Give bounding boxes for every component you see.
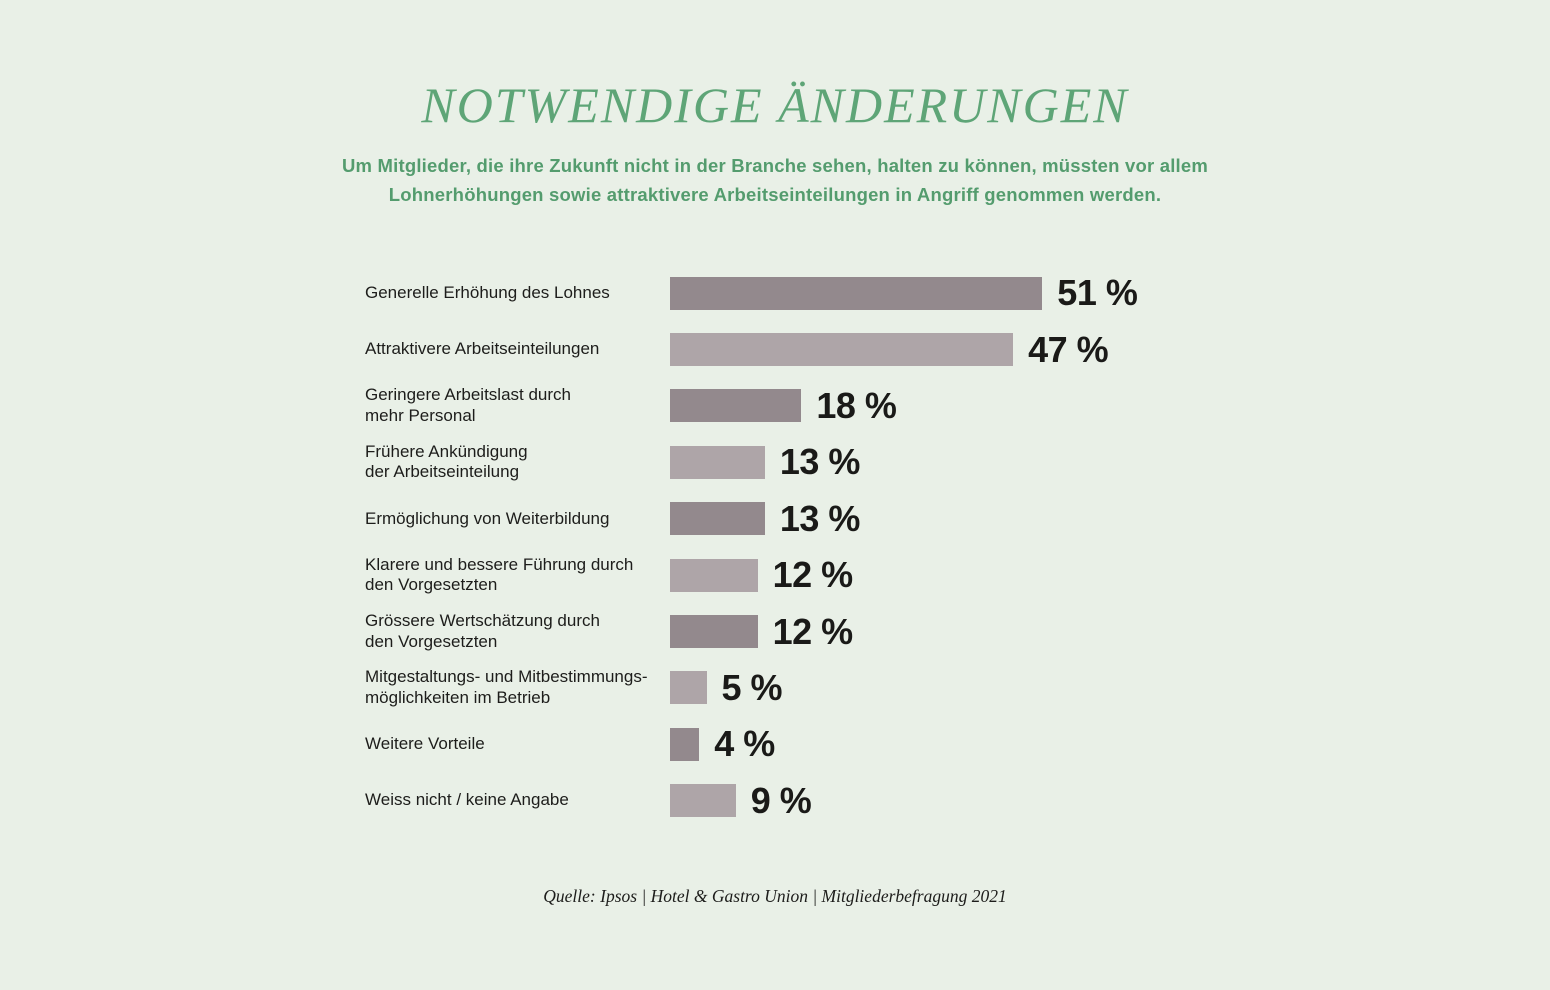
bar bbox=[670, 784, 736, 818]
category-label: Generelle Erhöhung des Lohnes bbox=[365, 282, 610, 302]
category-label: Weitere Vorteile bbox=[365, 734, 485, 754]
category-label: Ermöglichung von Weiterbildung bbox=[365, 508, 610, 528]
chart-row: Attraktivere Arbeitseinteilungen 47 % bbox=[365, 321, 1465, 377]
bar bbox=[670, 502, 765, 536]
value-label: 47 % bbox=[1028, 328, 1109, 370]
page-title: NOTWENDIGE ÄNDERUNGEN bbox=[421, 77, 1129, 133]
chart-row: Grössere Wertschätzung durch den Vorgese… bbox=[365, 603, 1465, 659]
value-label: 5 % bbox=[721, 666, 783, 708]
category-label: Weiss nicht / keine Angabe bbox=[365, 790, 569, 810]
bar bbox=[670, 389, 802, 423]
chart-row: Ermöglichung von Weiterbildung 13 % bbox=[365, 491, 1465, 547]
source-caption: Quelle: Ipsos | Hotel & Gastro Union | M… bbox=[543, 886, 1007, 906]
value-label: 4 % bbox=[714, 723, 775, 765]
bar-chart: Generelle Erhöhung des Lohnes 51 % Attrakt… bbox=[365, 265, 1465, 829]
value-label: 9 % bbox=[750, 779, 812, 821]
subtitle: Um Mitglieder, die ihre Zukunft nicht in… bbox=[341, 155, 1209, 205]
category-label: Attraktivere Arbeitseinteilungen bbox=[365, 339, 600, 359]
bar bbox=[670, 276, 1043, 310]
chart-row: Weitere Vorteile 4 % bbox=[365, 716, 1465, 772]
chart-row: Klarere und bessere Führung durch den Vo… bbox=[365, 547, 1465, 603]
category-label: Klarere und bessere Führung durch den Vo… bbox=[365, 554, 634, 595]
chart-row: Mitgestaltungs- und Mitbestimmungs- mögl… bbox=[365, 660, 1465, 716]
chart-row: Generelle Erhöhung des Lohnes 51 % bbox=[365, 265, 1465, 321]
value-label: 12 % bbox=[772, 554, 854, 596]
value-label: 13 % bbox=[779, 441, 861, 483]
bar bbox=[670, 727, 700, 761]
bar bbox=[670, 671, 707, 705]
chart-row: Frühere Ankündigung der Arbeitseinteilun… bbox=[365, 434, 1465, 490]
value-label: 51 % bbox=[1057, 272, 1138, 314]
bar bbox=[670, 333, 1014, 367]
category-label: Mitgestaltungs- und Mitbestimmungs- mögl… bbox=[365, 667, 648, 707]
chart-row: Weiss nicht / keine Angabe 9 % bbox=[365, 773, 1465, 829]
value-label: 12 % bbox=[772, 610, 854, 652]
bar bbox=[670, 558, 758, 592]
category-label: Frühere Ankündigung der Arbeitseinteilun… bbox=[365, 441, 528, 482]
category-label: Geringere Arbeitslast durch mehr Persona… bbox=[365, 385, 571, 425]
value-label: 18 % bbox=[816, 384, 897, 426]
value-label: 13 % bbox=[779, 497, 861, 539]
bar bbox=[670, 615, 758, 649]
chart-row: Geringere Arbeitslast durch mehr Persona… bbox=[365, 378, 1465, 434]
bar bbox=[670, 445, 765, 479]
category-label: Grössere Wertschätzung durch den Vorgese… bbox=[365, 611, 600, 651]
